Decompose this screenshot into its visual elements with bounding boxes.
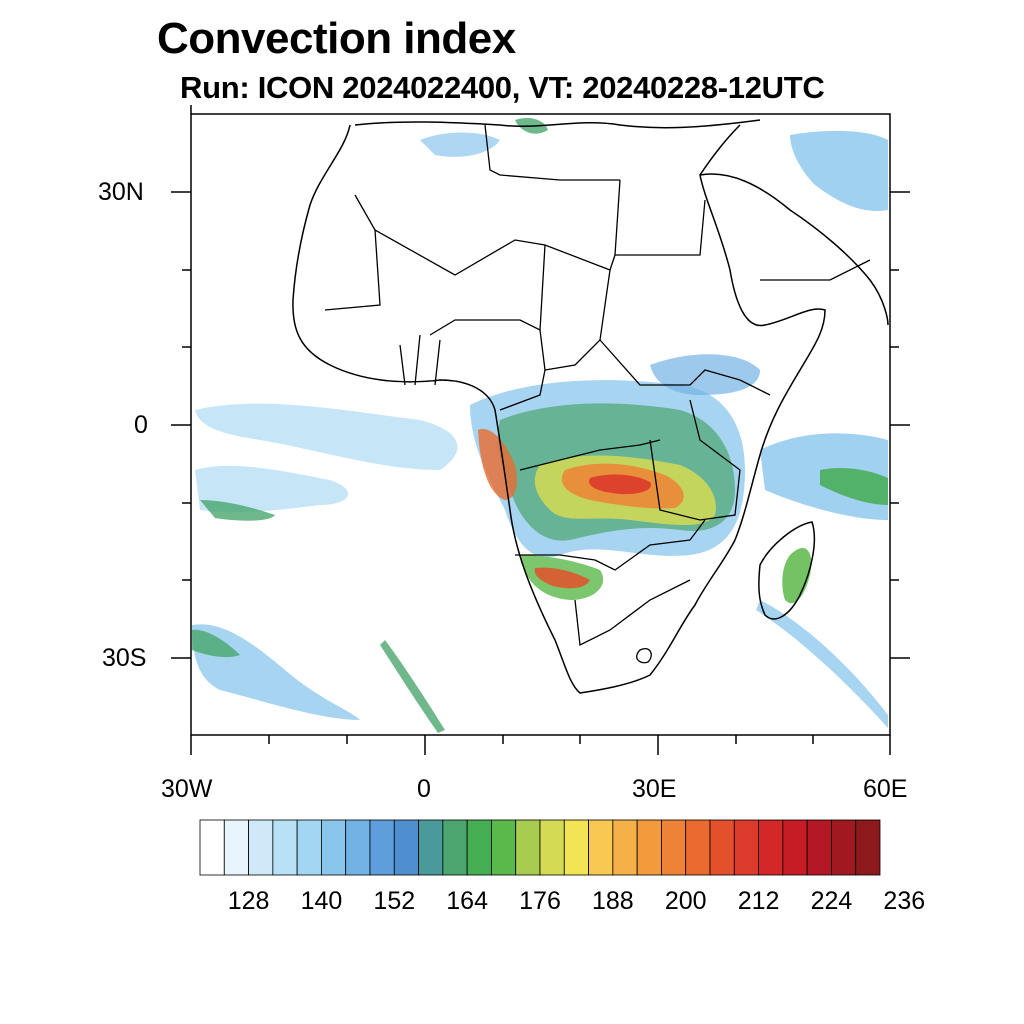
border-arabia <box>760 259 871 281</box>
border-niger-nigeria <box>429 244 546 336</box>
colorbar-swatch <box>782 819 808 876</box>
africa-coastline <box>292 124 826 694</box>
field-diag-band-1 <box>380 640 445 733</box>
colorbar-swatch <box>515 819 541 876</box>
colorbar-swatch <box>612 819 638 876</box>
field-atlantic-north <box>195 403 458 470</box>
colorbar-swatch <box>685 819 711 876</box>
field-atlantic-green <box>200 500 275 521</box>
border-sudan-southsudan <box>599 339 771 396</box>
lat-label-30s: 30S <box>102 644 147 672</box>
field-madagascar <box>782 547 812 604</box>
border-algeria-libya <box>484 124 620 181</box>
border-car <box>499 369 546 411</box>
field-angola-core <box>534 567 590 589</box>
field-southwest-green <box>192 629 240 658</box>
lon-label-0: 0 <box>417 775 431 803</box>
colorbar-swatch <box>442 819 468 876</box>
colorbar-swatch <box>272 819 298 876</box>
field-southwest <box>192 624 360 720</box>
colorbar-label: 236 <box>883 887 926 915</box>
colorbar-swatch <box>563 819 589 876</box>
field-indian-green <box>820 467 888 505</box>
border-namibia-botswana <box>574 579 691 646</box>
colorbar-swatch <box>661 819 687 876</box>
colorbar-swatch <box>539 819 565 876</box>
field-northeast <box>790 130 888 211</box>
border-lesotho <box>636 648 652 664</box>
colorbar-swatch <box>806 819 832 876</box>
colorbar-label: 200 <box>664 887 707 915</box>
colorbar-swatch <box>733 819 759 876</box>
border-chad-sudan <box>539 269 611 371</box>
field-west-coast <box>478 429 517 500</box>
convection-field <box>192 118 888 733</box>
colorbar-swatch <box>199 819 225 876</box>
arabia-coastline <box>699 173 889 326</box>
colorbar-label: 164 <box>446 887 488 915</box>
lat-label-30n: 30N <box>98 178 144 206</box>
mediterranean-coast <box>354 119 761 129</box>
map-title: Convection index <box>157 14 516 63</box>
colorbar-swatch <box>393 819 419 876</box>
colorbar-label: 128 <box>227 887 270 915</box>
colorbar-label: 188 <box>591 887 634 915</box>
madagascar-coastline <box>758 521 816 620</box>
colorbar-swatch <box>296 819 322 876</box>
field-atlantic-south <box>195 465 349 513</box>
lon-label-60e: 60E <box>863 775 908 803</box>
colorbar <box>199 819 881 876</box>
map-subtitle: Run: ICON 2024022400, VT: 20240228-12UTC <box>180 70 825 105</box>
colorbar-swatch <box>636 819 662 876</box>
lon-label-30w: 30W <box>161 775 213 803</box>
field-mediterranean <box>420 132 500 157</box>
border-drc-north <box>519 439 661 471</box>
field-diag-band-2 <box>756 600 888 728</box>
colorbar-label: 212 <box>737 887 780 915</box>
colorbar-label: 176 <box>519 887 561 915</box>
colorbar-swatch <box>418 819 444 876</box>
lat-label-0: 0 <box>134 411 148 439</box>
border-mauritania <box>324 194 381 311</box>
border-eastafrica <box>649 399 741 521</box>
colorbar-swatch <box>709 819 735 876</box>
country-borders <box>324 124 871 664</box>
colorbar-swatch <box>345 819 371 876</box>
colorbar-swatch <box>223 819 249 876</box>
coastlines <box>292 119 889 694</box>
colorbar-swatch <box>321 819 347 876</box>
colorbar-swatch <box>855 819 881 876</box>
colorbar-swatch <box>491 819 517 876</box>
border-angola-zambia <box>515 519 706 571</box>
colorbar-swatch <box>831 819 857 876</box>
border-egypt-sudan <box>615 199 706 256</box>
lon-label-30e: 30E <box>632 775 677 803</box>
colorbar-label: 140 <box>300 887 343 915</box>
colorbar-swatch <box>248 819 274 876</box>
colorbar-label: 152 <box>373 887 416 915</box>
colorbar-swatch <box>758 819 784 876</box>
colorbar-swatch <box>588 819 614 876</box>
axis-ticks <box>171 105 910 755</box>
colorbar-swatch <box>466 819 492 876</box>
border-west-africa <box>399 334 441 386</box>
colorbar-label: 224 <box>810 887 853 915</box>
map-panel <box>190 113 891 736</box>
field-central-red <box>589 474 651 495</box>
colorbar-swatch <box>369 819 395 876</box>
